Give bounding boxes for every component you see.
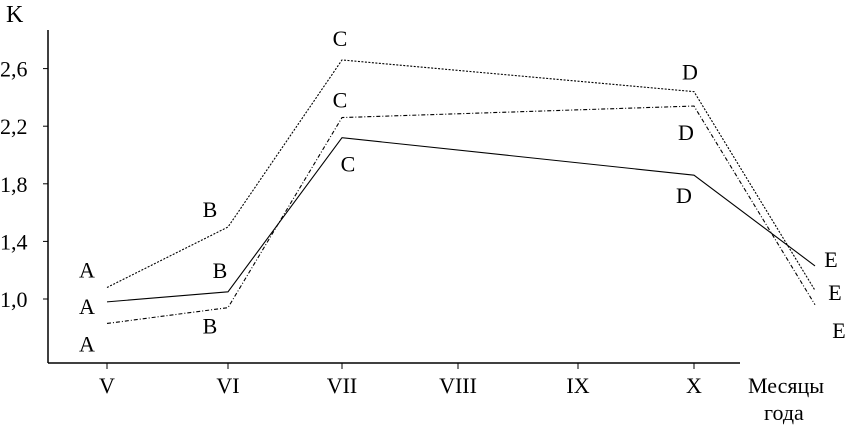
point-label: D [682,60,698,85]
point-label: C [333,26,348,51]
series-lines [106,59,816,325]
point-label: D [678,120,694,145]
point-label: B [203,314,218,339]
point-label: B [203,197,218,222]
series-line-dash-dot [106,105,816,325]
point-labels: A B C D E A B C D E A B C D E [79,26,846,357]
point-label: C [341,152,356,177]
x-tick-label: VIII [439,373,477,398]
point-label: E [828,280,841,305]
point-label: B [213,258,228,283]
x-axis-label-line1: Месяцы [748,373,824,398]
x-tick-label: V [99,373,115,398]
y-tick-label: 1,8 [0,172,28,197]
point-label: D [676,183,692,208]
x-tick-label: X [686,373,702,398]
series-line-solid [106,137,816,303]
point-label: E [824,247,837,272]
y-axis-label: K [6,2,24,28]
y-tick-label: 2,6 [0,57,28,82]
point-label: A [79,257,95,282]
y-tick-label: 2,2 [0,114,28,139]
point-label: A [79,331,95,356]
x-tick-label: VII [327,373,358,398]
point-label: C [333,88,348,113]
axes: 2,6 2,2 1,8 1,4 1,0 V VI VII VIII IX X [0,30,740,398]
y-tick-label: 1,4 [0,229,28,254]
point-label: E [832,318,845,343]
x-axis-label-line2: года [764,400,804,425]
x-tick-label: IX [566,373,589,398]
y-tick-label: 1,0 [0,287,28,312]
point-label: A [79,294,95,319]
x-tick-label: VI [216,373,239,398]
series-line-dotted [106,59,816,291]
